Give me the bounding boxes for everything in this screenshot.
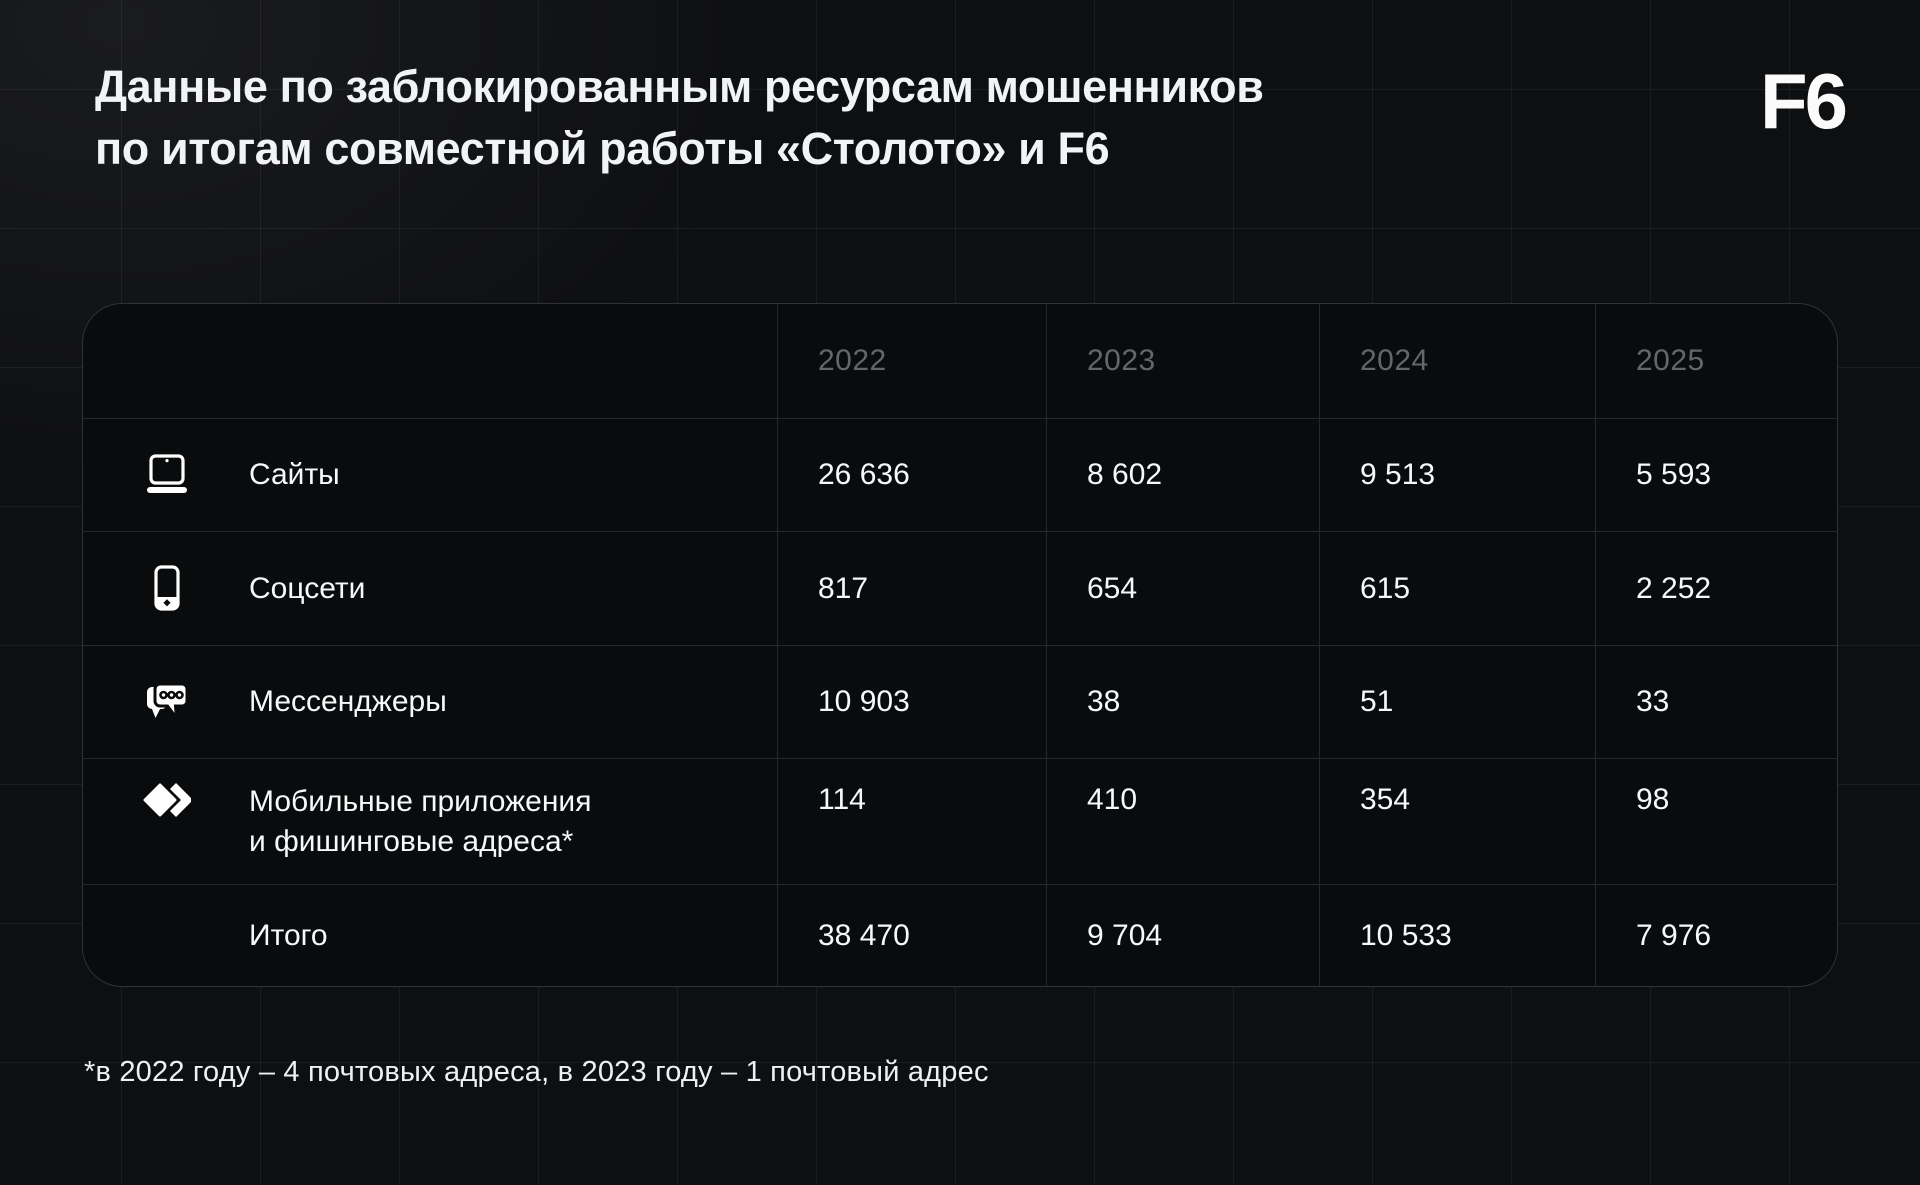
table-row-label-total: Итого <box>83 884 777 986</box>
table-cell-social-2022: 817 <box>777 531 1046 645</box>
table-cell-mobile-2025: 98 <box>1595 758 1837 884</box>
f6-logo: F6 <box>1759 57 1848 145</box>
table-corner-cell <box>83 304 777 418</box>
column-header-2024: 2024 <box>1319 304 1595 418</box>
smartphone-icon <box>143 564 191 613</box>
page-title-line1: Данные по заблокированным ресурсам мошен… <box>95 61 1264 112</box>
apps-icon <box>143 778 191 826</box>
table-cell-mobile-2022: 114 <box>777 758 1046 884</box>
column-header-2025: 2025 <box>1595 304 1837 418</box>
table-cell-sites-2022: 26 636 <box>777 418 1046 531</box>
row-label-text: Соцсети <box>249 571 366 605</box>
column-header-2023: 2023 <box>1046 304 1319 418</box>
table-cell-social-2023: 654 <box>1046 531 1319 645</box>
row-label-line2: и фишинговые адреса* <box>249 825 574 858</box>
table-cell-mobile-2023: 410 <box>1046 758 1319 884</box>
table-cell-total-2022: 38 470 <box>777 884 1046 986</box>
blocked-resources-table: 2022 2023 2024 2025 Сайты 26 636 8 602 9… <box>82 303 1838 987</box>
footnote: *в 2022 году – 4 почтовых адреса, в 2023… <box>84 1056 989 1088</box>
table-cell-total-2024: 10 533 <box>1319 884 1595 986</box>
row-label-text: Мессенджеры <box>249 685 447 718</box>
table-cell-social-2025: 2 252 <box>1595 531 1837 645</box>
row-label-text: Сайты <box>249 458 340 491</box>
table-row-label-mobile-apps: Мобильные приложения и фишинговые адреса… <box>83 758 777 884</box>
table-row-label-messengers: Мессенджеры <box>83 645 777 758</box>
table-cell-social-2024: 615 <box>1319 531 1595 645</box>
table-cell-messengers-2023: 38 <box>1046 645 1319 758</box>
page-title: Данные по заблокированным ресурсам мошен… <box>95 56 1264 180</box>
table-cell-sites-2025: 5 593 <box>1595 418 1837 531</box>
table-cell-messengers-2022: 10 903 <box>777 645 1046 758</box>
table-cell-total-2025: 7 976 <box>1595 884 1837 986</box>
table-cell-messengers-2024: 51 <box>1319 645 1595 758</box>
table-cell-total-2023: 9 704 <box>1046 884 1319 986</box>
table-cell-sites-2024: 9 513 <box>1319 418 1595 531</box>
table-row-label-social: Соцсети <box>83 531 777 645</box>
column-header-2022: 2022 <box>777 304 1046 418</box>
table-cell-mobile-2024: 354 <box>1319 758 1595 884</box>
page-title-line2: по итогам совместной работы «Столото» и … <box>95 123 1110 174</box>
row-label-text: Итого <box>249 918 328 952</box>
chat-icon <box>143 678 191 726</box>
row-label-line1: Мобильные приложения <box>249 785 592 818</box>
table-row-label-sites: Сайты <box>83 418 777 531</box>
table-cell-sites-2023: 8 602 <box>1046 418 1319 531</box>
row-label-text: Мобильные приложения и фишинговые адреса… <box>249 782 591 862</box>
laptop-icon <box>143 451 191 499</box>
table-cell-messengers-2025: 33 <box>1595 645 1837 758</box>
